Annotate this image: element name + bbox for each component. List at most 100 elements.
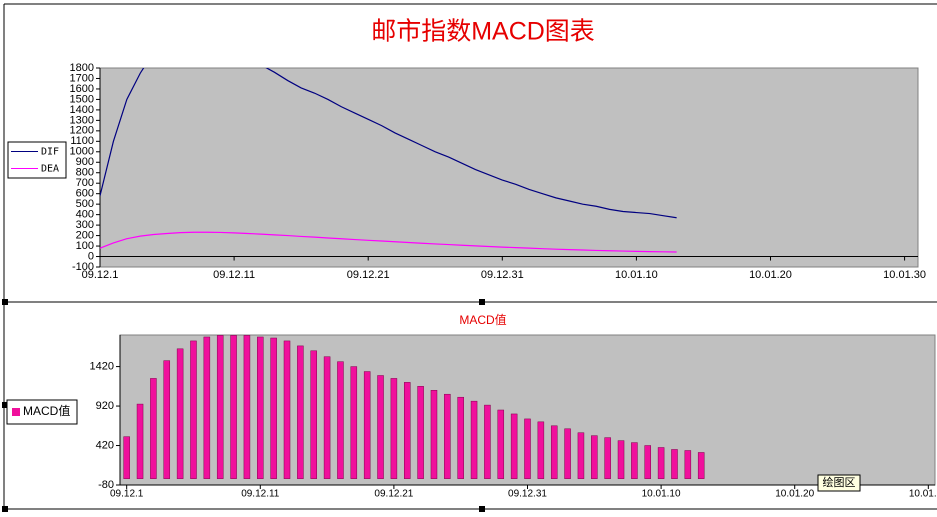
- bar: [550, 425, 558, 479]
- tooltip: 绘图区: [823, 475, 856, 489]
- bar: [243, 335, 251, 479]
- tooltip-box: [817, 474, 861, 492]
- x-tick-label: 10.01.30: [883, 269, 926, 281]
- y-tick-label: 1700: [70, 72, 94, 84]
- x-tick-label: 09.12.31: [481, 269, 524, 281]
- x-tick-label: 10.01.10: [642, 489, 681, 500]
- x-tick-label: 09.12.1: [110, 489, 144, 500]
- bar: [671, 449, 678, 479]
- bar: [470, 400, 478, 479]
- bar: [176, 348, 184, 479]
- y-tick-label: 1800: [70, 62, 94, 74]
- bar: [123, 436, 130, 479]
- line-series: [100, 231, 677, 253]
- legend-label: DEA: [41, 164, 59, 175]
- y-tick-label: 0: [88, 250, 94, 262]
- bar: [390, 378, 398, 479]
- y-tick-label: 900: [76, 156, 94, 168]
- bar: [350, 366, 358, 479]
- y-tick-label: 1600: [70, 83, 94, 95]
- handle[interactable]: [479, 299, 485, 305]
- y-tick-label: 600: [76, 188, 94, 200]
- x-tick-label: 10.01.20: [749, 269, 792, 281]
- plot-marks: [123, 335, 705, 479]
- bar: [337, 361, 344, 479]
- bar: [484, 404, 491, 479]
- bar: [510, 413, 518, 479]
- legend-label: MACD值: [23, 403, 70, 418]
- bar: [697, 452, 705, 479]
- bar: [644, 445, 652, 479]
- bar: [657, 447, 665, 479]
- plot-area: [99, 67, 919, 268]
- x-tick-label: 09.12.21: [374, 489, 413, 500]
- y-tick-label: 1400: [70, 104, 94, 116]
- legend-swatch: [12, 408, 20, 416]
- bar: [430, 390, 438, 479]
- bar: [497, 409, 505, 479]
- handle[interactable]: [2, 402, 8, 408]
- chart-title: MACD值: [459, 312, 506, 327]
- bar: [150, 378, 157, 479]
- y-tick-label: -80: [98, 479, 114, 491]
- bar: [444, 393, 451, 479]
- bar: [537, 421, 545, 479]
- bar: [591, 435, 598, 479]
- x-tick-label: 10.01.30: [909, 489, 937, 500]
- y-tick-label: 1100: [70, 135, 94, 147]
- bar: [190, 340, 197, 479]
- x-tick-label: 10.01.10: [615, 269, 658, 281]
- y-tick-label: 700: [76, 177, 94, 189]
- y-tick-label: 420: [96, 439, 114, 451]
- bar: [216, 335, 224, 479]
- legend-box: [6, 399, 78, 425]
- y-tick-label: 100: [76, 240, 94, 252]
- x-tick-label: 09.12.11: [241, 489, 280, 500]
- plot-marks: [100, 68, 677, 253]
- legend-box: [7, 141, 67, 179]
- bar: [417, 386, 424, 479]
- handle[interactable]: [2, 506, 8, 512]
- bar: [524, 418, 531, 479]
- x-tick-label: 10.01.20: [775, 489, 814, 500]
- chart-title: 邮市指数MACD图表: [371, 18, 595, 46]
- bar: [377, 375, 384, 479]
- bar: [631, 442, 638, 479]
- x-tick-label: 09.12.31: [508, 489, 547, 500]
- bar: [283, 340, 291, 479]
- y-tick-label: 300: [76, 219, 94, 231]
- charts: 邮市指数MACD图表-10001002003004005006007008009…: [6, 18, 937, 500]
- x-tick-label: 09.12.21: [347, 269, 390, 281]
- y-tick-label: 1300: [70, 114, 94, 126]
- y-tick-label: 800: [76, 167, 94, 179]
- y-tick-label: 1500: [70, 93, 94, 105]
- bar: [363, 371, 371, 479]
- handle[interactable]: [479, 506, 485, 512]
- y-tick-label: 1420: [90, 360, 114, 372]
- bar: [684, 450, 692, 479]
- bar: [310, 350, 317, 479]
- bar: [163, 360, 171, 479]
- bar: [257, 336, 264, 479]
- x-tick-label: 09.12.11: [213, 269, 255, 281]
- bar: [564, 428, 571, 479]
- legend-label: DIF: [41, 147, 59, 158]
- bar: [604, 437, 611, 479]
- x-tick-label: 09.12.1: [82, 269, 119, 281]
- y-tick-label: 1000: [70, 146, 94, 158]
- bar: [617, 440, 625, 479]
- y-tick-label: 200: [76, 229, 94, 241]
- y-tick-label: 920: [96, 400, 114, 412]
- line-series: [100, 68, 677, 219]
- y-tick-label: -100: [72, 261, 94, 273]
- bar: [270, 337, 277, 479]
- bar: [136, 403, 144, 479]
- bar: [323, 356, 331, 479]
- bar: [577, 432, 585, 479]
- bar: [203, 336, 211, 479]
- handle[interactable]: [2, 299, 8, 305]
- bar: [403, 382, 411, 479]
- y-tick-label: 1200: [70, 125, 94, 137]
- y-tick-label: 400: [76, 209, 94, 221]
